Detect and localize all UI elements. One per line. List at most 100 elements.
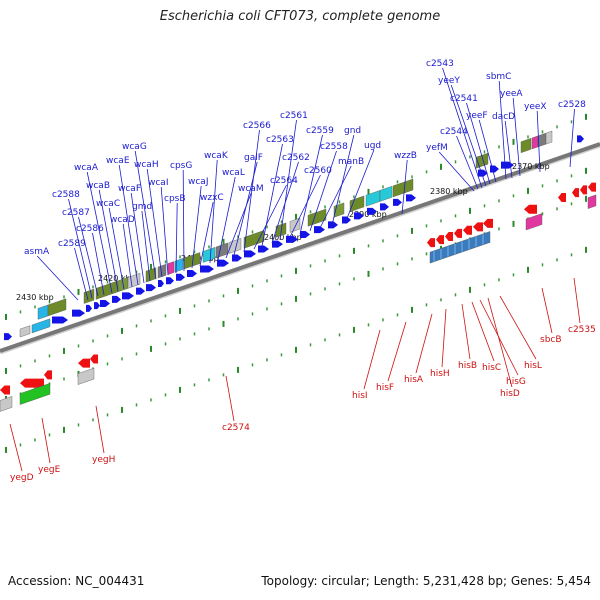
- gene-category-box: [157, 263, 167, 279]
- forward-gene-arrow: [200, 265, 214, 273]
- gene-label-leader: [569, 108, 575, 168]
- forward-gene-arrow: [272, 240, 283, 248]
- gene-label-forward: ugd: [364, 141, 381, 151]
- gene-label-leader: [299, 134, 323, 235]
- gene-label-forward: wcaI: [148, 178, 168, 188]
- gene-label-forward: wcaA: [74, 163, 99, 173]
- gene-label-leader: [146, 168, 163, 278]
- forward-gene-arrow: [286, 235, 298, 243]
- gene-category-box: [174, 258, 184, 273]
- reverse-gene-arrow: [473, 222, 483, 232]
- gene-label-leader: [175, 202, 178, 274]
- gene-label-leader: [450, 84, 487, 187]
- gene-category-box: [545, 130, 553, 145]
- scale-label: 2380 kbp: [430, 187, 468, 196]
- gene-label-forward: c2588: [52, 190, 80, 200]
- forward-gene-arrow: [94, 302, 100, 310]
- forward-gene-arrow: [393, 198, 402, 206]
- gene-label-reverse: yegE: [38, 465, 61, 475]
- accession-text: Accession: NC_004431: [8, 574, 145, 588]
- forward-gene-arrow: [217, 259, 229, 267]
- gene-label-forward: yeeA: [500, 89, 523, 99]
- gene-label-leader: [415, 313, 433, 374]
- gene-label-leader: [536, 110, 541, 173]
- scale-label: 2430 kbp: [16, 293, 54, 302]
- reverse-gene-arrow: [0, 385, 10, 395]
- gene-label-leader: [466, 102, 491, 185]
- forward-gene-arrow: [4, 333, 12, 341]
- gene-label-leader: [401, 159, 408, 215]
- gene-label-forward: wcaK: [204, 151, 229, 161]
- gene-category-box: [525, 213, 543, 231]
- gene-label-forward: c2587: [62, 208, 90, 218]
- gene-label-forward: c2562: [282, 153, 310, 163]
- gene-label-reverse: sbcB: [540, 335, 562, 345]
- gene-label-leader: [438, 151, 475, 192]
- gene-category-box: [243, 230, 265, 249]
- forward-gene-arrow: [354, 212, 364, 220]
- reverse-gene-arrow: [463, 225, 472, 235]
- gene-label-forward: yeeF: [466, 111, 488, 121]
- gene-label-leader: [461, 303, 471, 360]
- gene-label-forward: wcaL: [222, 168, 245, 178]
- gene-label-forward: c2560: [304, 166, 332, 176]
- reverse-gene-arrow: [44, 370, 52, 380]
- gene-label-forward: wcaE: [106, 156, 130, 166]
- forward-gene-arrow: [232, 254, 242, 262]
- gene-label-leader: [331, 134, 355, 226]
- reverse-gene-arrow: [20, 378, 44, 388]
- gene-label-reverse: hisB: [458, 361, 477, 371]
- forward-gene-arrow: [490, 165, 499, 173]
- gene-label-leader: [41, 417, 51, 464]
- gene-category-box: [167, 261, 175, 275]
- gene-label-forward: wzzB: [394, 151, 417, 161]
- gene-label-leader: [345, 149, 375, 222]
- gene-label-leader: [478, 119, 497, 183]
- gene-label-forward: wcaB: [86, 181, 110, 191]
- gene-label-leader: [191, 185, 202, 269]
- gene-label-leader: [441, 308, 447, 368]
- forward-gene-arrow: [136, 287, 145, 295]
- gene-label-reverse: yegH: [92, 455, 115, 465]
- forward-gene-arrow: [72, 309, 85, 317]
- gene-label-leader: [130, 192, 145, 284]
- gene-label-leader: [261, 143, 283, 247]
- gene-label-leader: [319, 165, 352, 229]
- gene-label-forward: wcaD: [110, 215, 135, 225]
- gene-label-reverse: hisF: [376, 383, 394, 393]
- reverse-gene-arrow: [427, 238, 435, 248]
- gene-label-forward: c2559: [306, 126, 334, 136]
- gene-label-leader: [36, 255, 79, 301]
- gene-label-forward: cpsG: [170, 161, 192, 171]
- gene-label-forward: c2558: [320, 142, 348, 152]
- forward-gene-arrow: [300, 231, 310, 238]
- gene-label-leader: [253, 184, 287, 250]
- gene-label-reverse: hisI: [352, 391, 368, 401]
- reverse-gene-arrow: [454, 228, 462, 238]
- gene-label-leader: [471, 301, 495, 362]
- gene-label-leader: [74, 247, 89, 301]
- forward-gene-arrow: [166, 277, 174, 285]
- gene-label-forward: yefM: [426, 143, 448, 153]
- gene-label-leader: [98, 189, 119, 292]
- forward-gene-arrow: [146, 284, 156, 292]
- gene-label-leader: [92, 232, 105, 296]
- gene-label-leader: [499, 295, 537, 360]
- gene-label-reverse: c2574: [222, 423, 250, 433]
- reverse-gene-arrow: [572, 188, 579, 198]
- gene-label-leader: [243, 129, 260, 253]
- gene-label-leader: [309, 150, 337, 232]
- gene-category-box: [379, 185, 393, 202]
- gene-label-forward: cpsB: [164, 194, 186, 204]
- reverse-gene-arrow: [558, 192, 566, 202]
- gene-label-reverse: hisG: [506, 377, 526, 387]
- gene-category-box: [520, 138, 532, 154]
- forward-gene-arrow: [367, 207, 377, 215]
- gene-label-forward: gmd: [132, 202, 152, 212]
- gene-category-box: [307, 208, 327, 227]
- gene-category-box: [77, 367, 95, 385]
- gene-label-forward: c2561: [280, 111, 308, 121]
- gene-label-reverse: hisL: [524, 361, 542, 371]
- gene-label-leader: [363, 329, 381, 390]
- gene-category-box: [47, 298, 67, 317]
